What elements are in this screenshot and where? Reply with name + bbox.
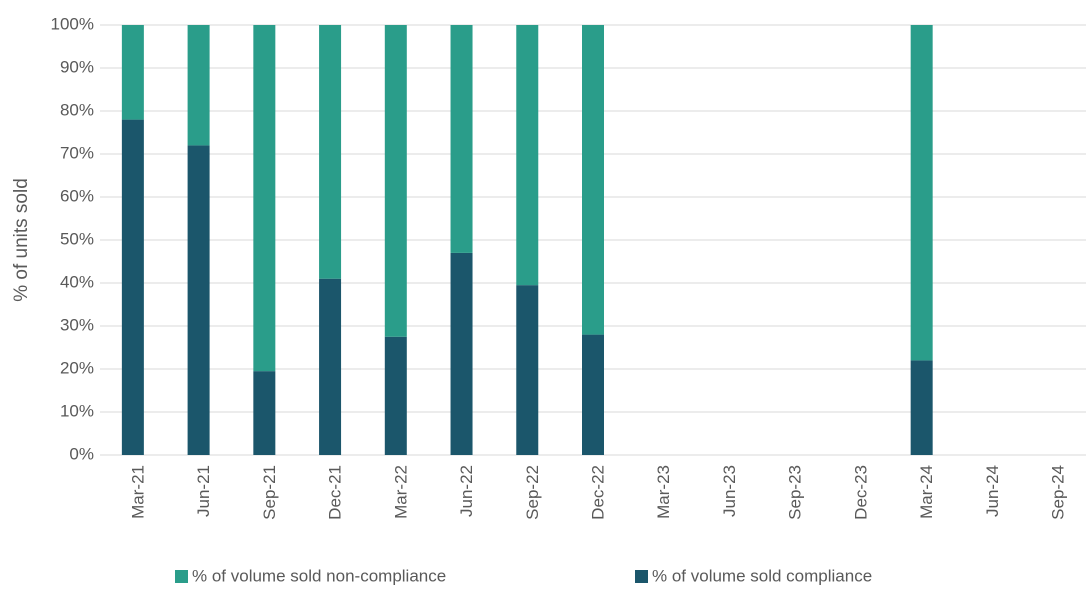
bar-segment bbox=[516, 285, 539, 455]
y-tick-label: 10% bbox=[60, 401, 94, 420]
x-tick-label: Jun-21 bbox=[194, 465, 213, 517]
x-tick-label: Mar-23 bbox=[654, 465, 673, 519]
y-tick-label: 90% bbox=[60, 57, 94, 76]
x-tick-label: Dec-22 bbox=[588, 465, 607, 520]
x-tick-label: Dec-23 bbox=[851, 465, 870, 520]
x-tick-label: Jun-22 bbox=[457, 465, 476, 517]
x-tick-label: Mar-21 bbox=[128, 465, 147, 519]
bar-segment bbox=[253, 371, 276, 455]
bar-segment bbox=[450, 25, 473, 253]
x-tick-label: Mar-24 bbox=[917, 465, 936, 519]
y-tick-label: 60% bbox=[60, 186, 94, 205]
bar-segment bbox=[187, 25, 210, 146]
legend-label: % of volume sold non-compliance bbox=[192, 566, 446, 585]
y-tick-label: 100% bbox=[51, 14, 94, 33]
y-tick-label: 70% bbox=[60, 143, 94, 162]
x-tick-label: Jun-24 bbox=[983, 465, 1002, 517]
bar-segment bbox=[384, 336, 407, 455]
x-tick-label: Sep-22 bbox=[523, 465, 542, 520]
bar-segment bbox=[121, 119, 144, 455]
x-tick-label: Sep-24 bbox=[1049, 465, 1068, 520]
bar-segment bbox=[384, 25, 407, 337]
bar-segment bbox=[319, 278, 342, 455]
y-tick-label: 30% bbox=[60, 315, 94, 334]
y-axis-label: % of units sold bbox=[11, 178, 32, 302]
y-tick-label: 0% bbox=[69, 444, 94, 463]
bar-segment bbox=[910, 360, 933, 455]
y-tick-label: 20% bbox=[60, 358, 94, 377]
bar-segment bbox=[187, 145, 210, 455]
y-tick-label: 40% bbox=[60, 272, 94, 291]
x-tick-label: Sep-21 bbox=[260, 465, 279, 520]
bar-segment bbox=[253, 25, 276, 372]
bar-segment bbox=[582, 334, 604, 455]
legend-label: % of volume sold compliance bbox=[652, 566, 872, 585]
bar-segment bbox=[516, 25, 539, 286]
bar-segment bbox=[121, 25, 144, 120]
bar-segment bbox=[582, 25, 604, 335]
y-tick-label: 50% bbox=[60, 229, 94, 248]
x-tick-label: Jun-23 bbox=[720, 465, 739, 517]
x-tick-label: Dec-21 bbox=[326, 465, 345, 520]
bar-segment bbox=[319, 25, 342, 279]
x-tick-label: Sep-23 bbox=[786, 465, 805, 520]
legend-swatch bbox=[175, 570, 188, 583]
legend-swatch bbox=[635, 570, 648, 583]
x-tick-label: Mar-22 bbox=[391, 465, 410, 519]
bar-segment bbox=[450, 252, 473, 455]
y-tick-label: 80% bbox=[60, 100, 94, 119]
bar-segment bbox=[910, 25, 933, 361]
